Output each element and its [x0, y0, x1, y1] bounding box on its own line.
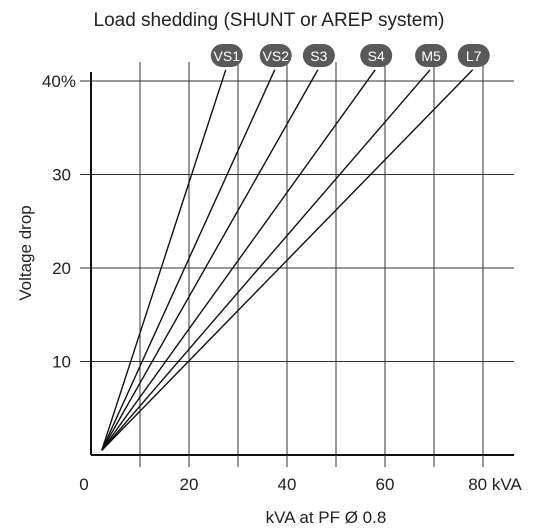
series-badge-shape [259, 44, 292, 67]
badge-layer: VS1 VS2 S3 S4 M5 L7 [210, 44, 490, 67]
tick-layer: 0 20 40 60 80 kVA 10 20 30 40% [42, 72, 522, 494]
series-badge-vs2: VS2 [259, 44, 292, 67]
x-tick-label: 40 [278, 475, 297, 494]
y-axis-label: Voltage drop [16, 205, 35, 300]
series-badge-label: S4 [368, 48, 385, 64]
series-badge-l7: L7 [457, 44, 490, 67]
axes-layer [90, 72, 514, 456]
series-line-vs2 [101, 69, 276, 451]
y-tick-label: 40% [42, 72, 76, 91]
chart-title: Load shedding (SHUNT or AREP system) [94, 10, 445, 31]
series-badge-s4: S4 [360, 44, 393, 67]
series-line-m5 [101, 69, 431, 451]
series-badge-shape [302, 44, 335, 67]
y-tick-label: 20 [52, 259, 71, 278]
x-tick-label: 20 [180, 475, 199, 494]
x-tick-label: 0 [79, 475, 88, 494]
x-tick-label: 80 kVA [468, 475, 522, 494]
series-badge-shape [457, 44, 490, 67]
series-badge-label: M5 [421, 48, 441, 64]
series-badge-label: S3 [310, 48, 327, 64]
series-badge-shape [210, 44, 243, 67]
series-badge-label: VS1 [214, 48, 241, 64]
series-badge-label: L7 [466, 48, 482, 64]
series-badge-m5: M5 [415, 44, 448, 67]
series-line-l7 [101, 69, 474, 451]
x-axis-label: kVA at PF Ø 0.8 [266, 508, 387, 527]
series-badge-shape [360, 44, 393, 67]
series-line-s3 [101, 69, 319, 451]
series-layer [101, 69, 474, 451]
series-badge-label: VS2 [263, 48, 290, 64]
series-line-vs1 [101, 69, 227, 451]
x-tick-label: 60 [376, 475, 395, 494]
series-badge-shape [415, 44, 448, 67]
series-badge-s3: S3 [302, 44, 335, 67]
y-tick-label: 30 [52, 166, 71, 185]
series-badge-vs1: VS1 [210, 44, 243, 67]
grid-layer [91, 62, 514, 455]
y-tick-label: 10 [52, 353, 71, 372]
series-line-s4 [101, 69, 376, 451]
